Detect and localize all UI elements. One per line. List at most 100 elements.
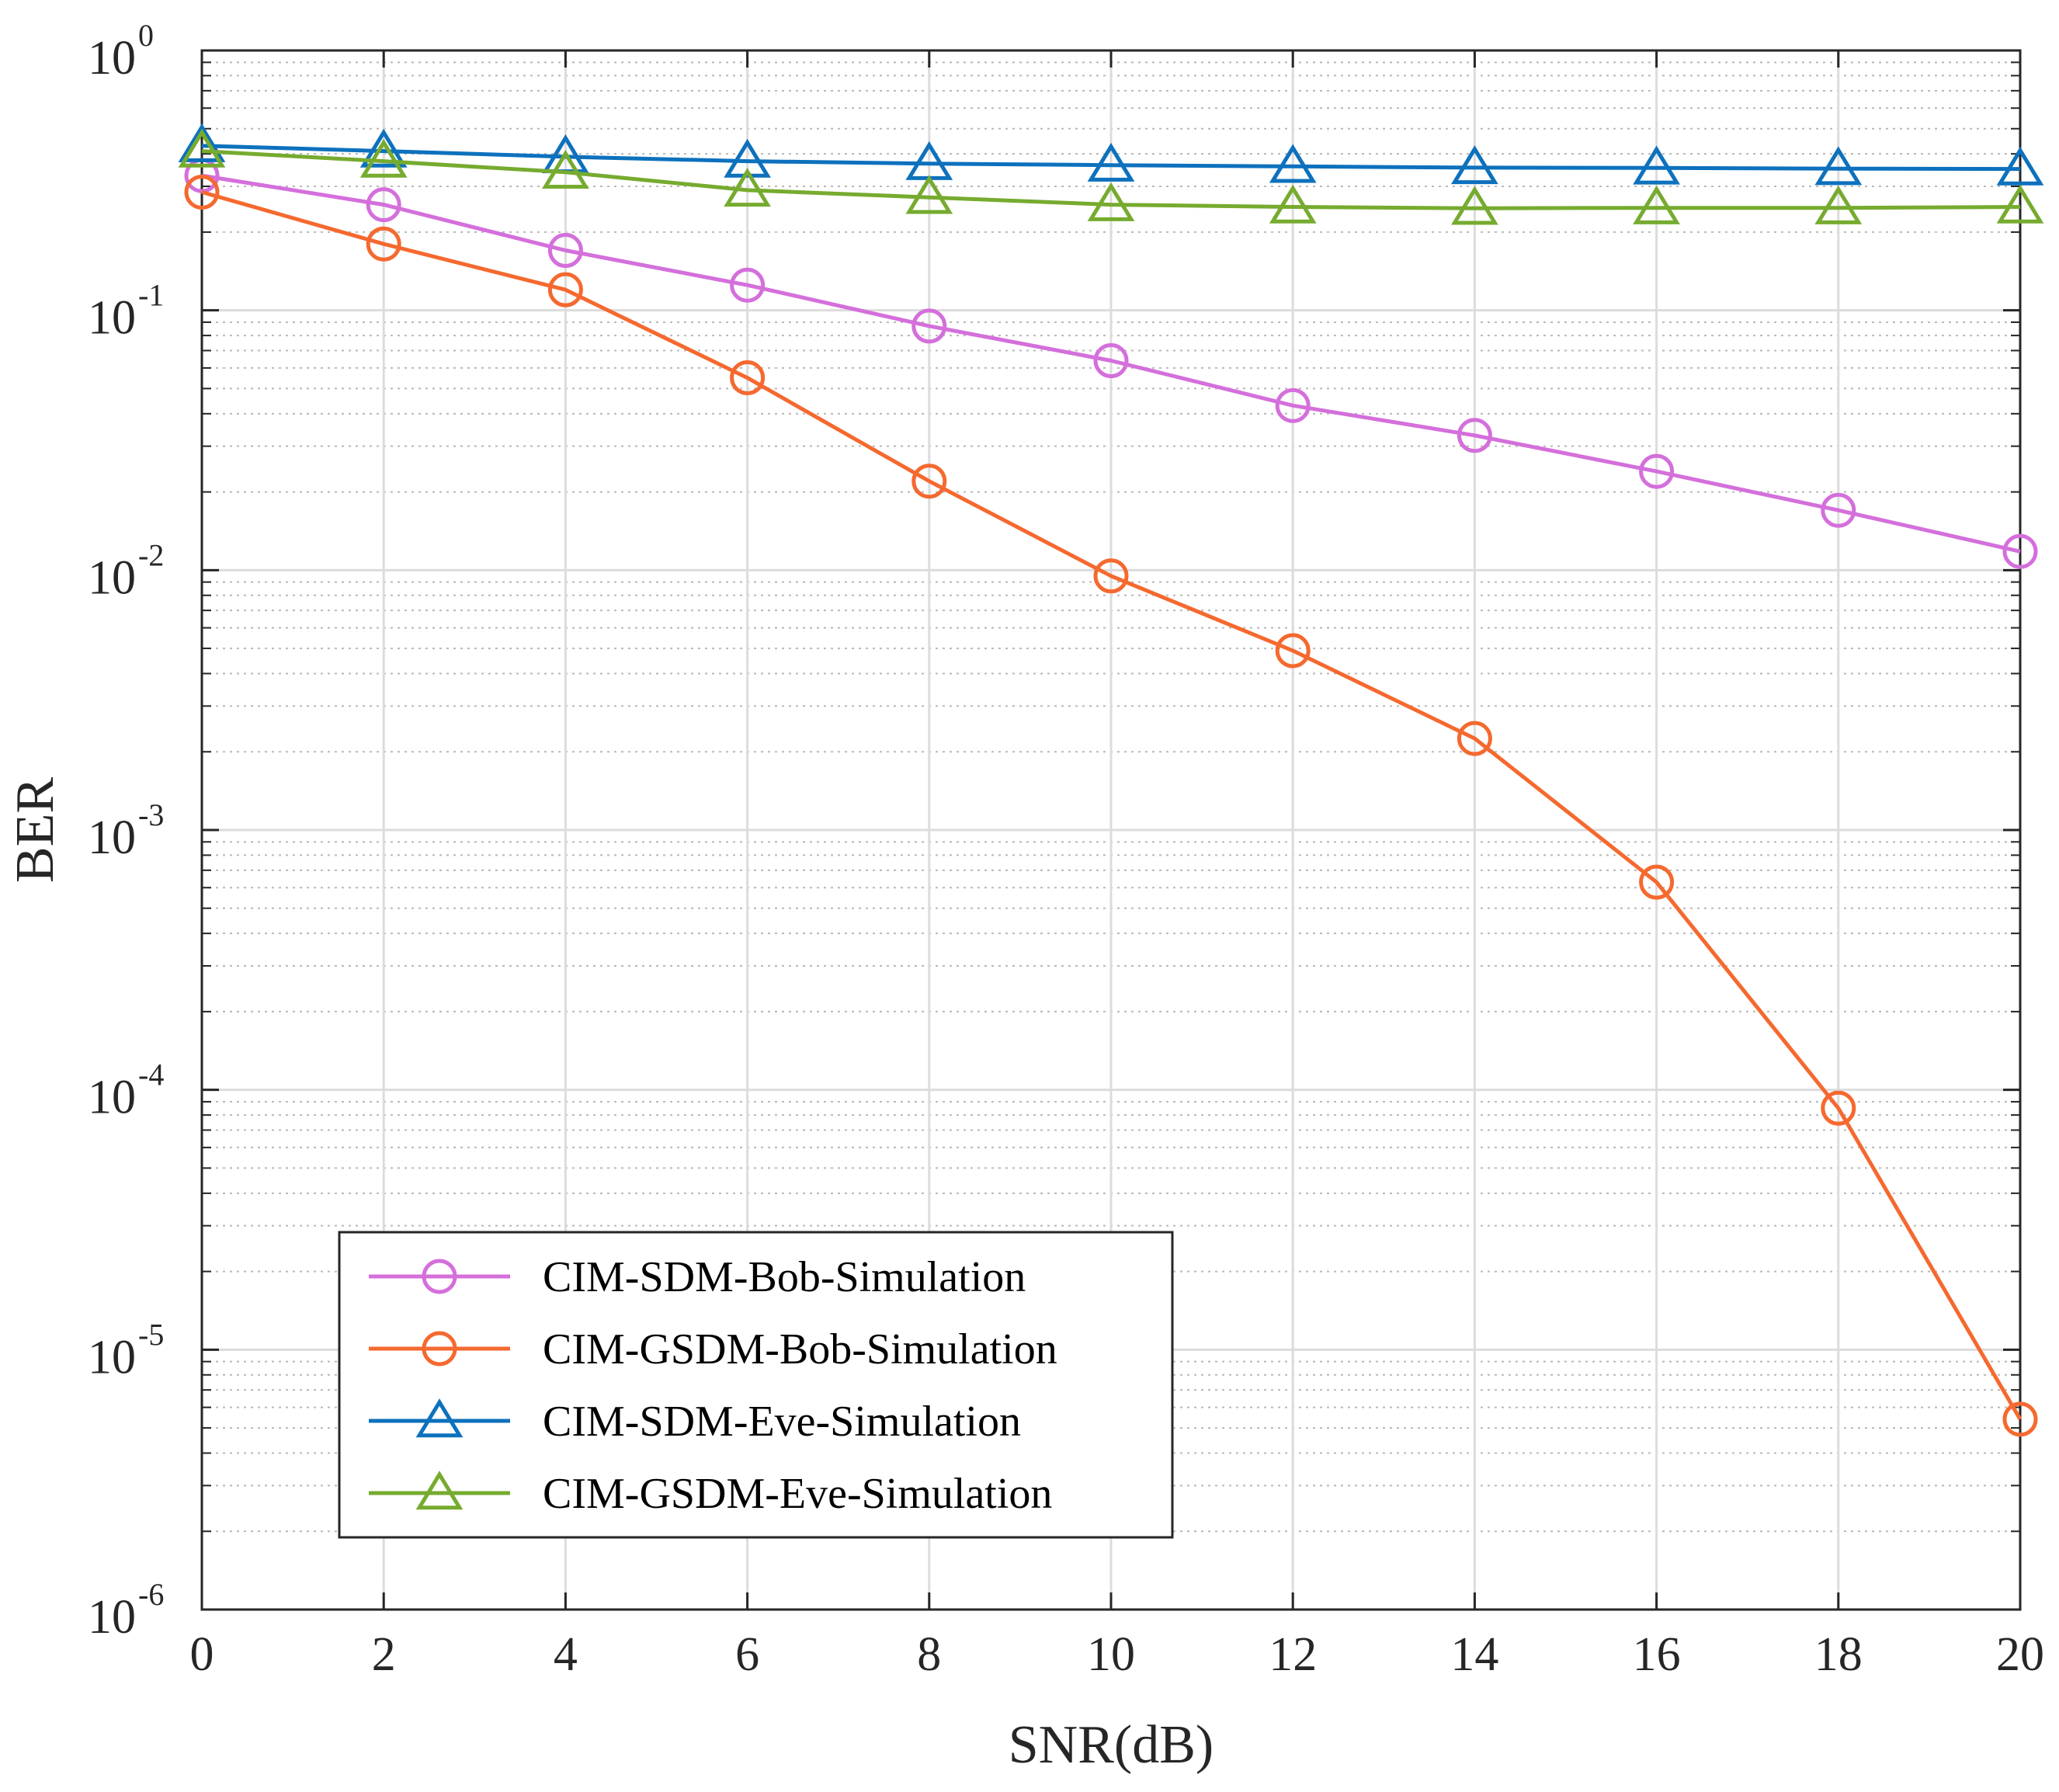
y-tick-base: 10 [88, 811, 136, 864]
data-point [1093, 558, 1129, 594]
data-point [1996, 184, 2044, 224]
series-line [201, 173, 2021, 554]
x-tick-label: 10 [1087, 1628, 1135, 1681]
series-group [178, 123, 2044, 1437]
data-point [1451, 186, 1498, 225]
data-point [1275, 387, 1311, 423]
data-point [542, 149, 589, 189]
y-tick-base: 10 [88, 1591, 136, 1644]
data-point [1087, 142, 1135, 182]
data-point [1814, 185, 1863, 224]
data-point [730, 267, 766, 303]
y-tick-exponent: -4 [138, 1057, 164, 1092]
legend-marker [422, 1259, 457, 1294]
x-tick-label: 8 [917, 1628, 941, 1681]
data-point [905, 175, 953, 214]
data-point [724, 138, 771, 178]
legend-box [338, 1231, 1174, 1539]
series-cim-sdm-bob-simulation [184, 158, 2038, 569]
y-axis-label: BER [5, 777, 65, 883]
series-cim-gsdm-eve-simulation [178, 128, 2044, 225]
y-tick-label: 10 -5 [88, 1317, 164, 1384]
data-point [359, 138, 408, 178]
y-tick-base: 10 [88, 32, 136, 85]
legend-label: CIM-SDM-Bob-Simulation [543, 1253, 1026, 1301]
legend-marker [422, 1331, 457, 1367]
data-point [1087, 182, 1135, 221]
data-point [1996, 146, 2044, 186]
data-point [547, 233, 583, 269]
y-tick-label: 10 0 [88, 18, 154, 85]
y-tick-label: 10 -4 [88, 1057, 164, 1124]
y-tick-base: 10 [88, 1071, 136, 1124]
legend-entry: CIM-SDM-Eve-Simulation [369, 1398, 1021, 1446]
data-point [1457, 418, 1492, 453]
data-point [1814, 146, 1863, 186]
y-tick-exponent: -2 [138, 537, 164, 572]
legend-label: CIM-GSDM-Bob-Simulation [543, 1325, 1057, 1374]
x-tick-label: 20 [1996, 1628, 2044, 1681]
data-point [1633, 185, 1680, 224]
y-tick-exponent: -1 [138, 278, 164, 313]
y-tick-base: 10 [88, 551, 136, 604]
data-point [1269, 184, 1317, 224]
data-point [1457, 721, 1492, 756]
x-tick-label: 16 [1633, 1628, 1681, 1681]
x-tick-label: 14 [1450, 1628, 1498, 1681]
x-tick-label: 18 [1814, 1628, 1863, 1681]
series-cim-gsdm-bob-simulation [184, 174, 2038, 1437]
x-tick-label: 6 [735, 1628, 759, 1681]
y-tick-exponent: -3 [138, 797, 164, 832]
data-point [724, 168, 771, 207]
y-tick-base: 10 [88, 1331, 136, 1384]
data-point [1639, 864, 1675, 900]
x-tick-label: 0 [190, 1628, 214, 1681]
legend-marker [415, 1398, 464, 1438]
legend-marker [415, 1471, 464, 1510]
legend-entry: CIM-GSDM-Eve-Simulation [369, 1470, 1052, 1518]
series-cim-sdm-eve-simulation [178, 123, 2044, 186]
x-axis-label: SNR(dB) [1009, 1715, 1214, 1775]
data-point [1093, 343, 1129, 379]
data-point [2002, 1401, 2038, 1437]
data-point [2002, 533, 2038, 569]
y-tick-label: 10 -3 [88, 797, 164, 864]
y-tick-label: 10 -2 [88, 537, 164, 604]
y-tick-label: 10 -6 [88, 1577, 164, 1644]
series-line [201, 149, 2021, 210]
y-tick-exponent: 0 [138, 18, 154, 53]
data-point [1633, 145, 1680, 185]
legend-entry: CIM-SDM-Bob-Simulation [369, 1253, 1026, 1301]
data-point [911, 308, 947, 344]
legend: CIM-SDM-Bob-Simulation CIM-GSDM-Bob-Simul… [338, 1231, 1174, 1539]
y-tick-base: 10 [88, 292, 136, 345]
legend-label: CIM-SDM-Eve-Simulation [543, 1398, 1021, 1446]
data-point [1821, 1090, 1856, 1126]
data-point [1639, 453, 1675, 489]
data-point [359, 128, 408, 168]
data-point [1269, 144, 1317, 183]
data-point [1275, 633, 1311, 669]
legend-entry: CIM-GSDM-Bob-Simulation [369, 1325, 1057, 1374]
x-tick-label: 4 [554, 1628, 578, 1681]
series-line [201, 144, 2021, 172]
x-tick-label: 12 [1269, 1628, 1317, 1681]
series-line [201, 189, 2023, 1421]
data-point [366, 226, 401, 262]
x-tick-label: 2 [372, 1628, 396, 1681]
data-point [730, 360, 766, 396]
y-tick-exponent: -5 [138, 1317, 164, 1352]
data-point [547, 272, 583, 307]
data-point [178, 123, 226, 162]
data-point [1821, 492, 1856, 528]
data-point [178, 128, 226, 168]
data-point [366, 187, 401, 223]
data-point [1451, 145, 1498, 185]
legend-label: CIM-GSDM-Eve-Simulation [543, 1470, 1052, 1518]
data-point [911, 464, 947, 499]
y-tick-label: 10 -1 [88, 278, 164, 345]
y-tick-exponent: -6 [138, 1577, 164, 1612]
data-point [184, 174, 220, 210]
